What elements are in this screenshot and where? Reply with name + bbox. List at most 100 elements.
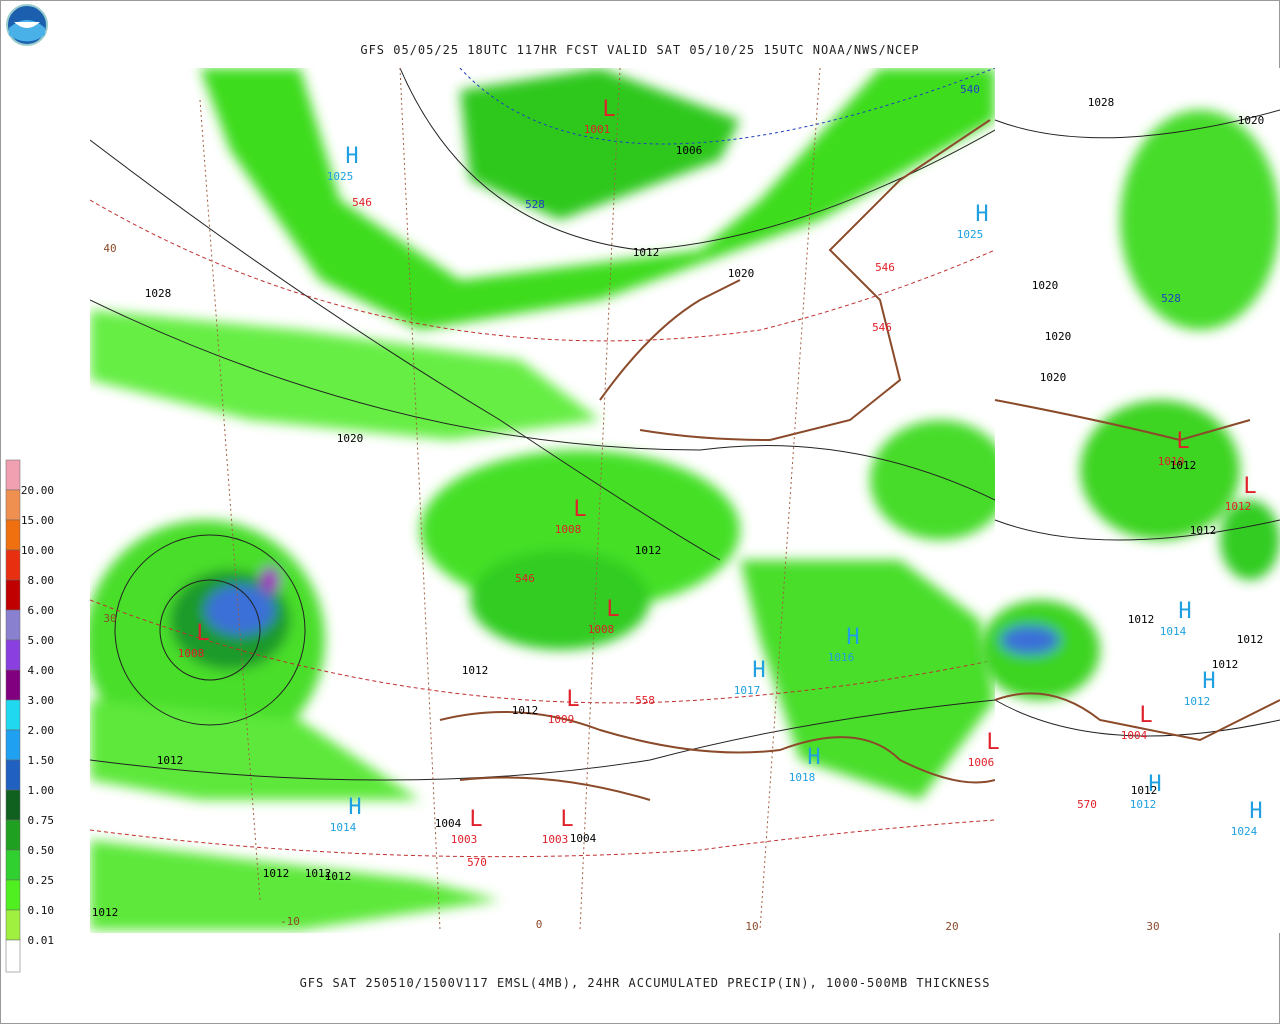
isobar-label: 1012: [263, 867, 290, 880]
map-lines: [90, 68, 995, 931]
pressure-value: 1008: [555, 523, 582, 536]
pressure-value: 1016: [828, 651, 855, 664]
thickness-label: 546: [872, 321, 892, 334]
isobar-label: 1012: [1237, 633, 1264, 646]
grid-label: 40: [103, 242, 116, 255]
isobar-label: 1028: [145, 287, 172, 300]
pressure-symbol: H: [1178, 599, 1191, 624]
legend-swatch: [5, 579, 21, 611]
legend-label: 0.25: [28, 874, 55, 887]
pressure-value: 1001: [584, 123, 611, 136]
pressure-value: 1008: [588, 623, 615, 636]
grid-label: 30: [1146, 920, 1159, 933]
legend-label: 2.00: [28, 724, 55, 737]
legend-label: 5.00: [28, 634, 55, 647]
isobar-label: 1020: [1040, 371, 1067, 384]
pressure-value: 1024: [1231, 825, 1258, 838]
legend-swatch: [5, 669, 21, 701]
legend-label: 0.10: [28, 904, 55, 917]
isobar-label: 1012: [325, 870, 352, 883]
legend-label: 0.50: [28, 844, 55, 857]
legend-swatch: [5, 609, 21, 641]
pressure-symbol: L: [602, 97, 615, 122]
pressure-value: 1009: [548, 713, 575, 726]
pressure-symbol: L: [986, 730, 999, 755]
grid-label: 20: [945, 920, 958, 933]
precip-legend: 20.00 15.00 10.00 8.00 6.00 5.00 4.00 3.00 2.00 1…: [5, 459, 55, 973]
pressure-symbol: H: [1249, 799, 1262, 824]
pressure-value: 1003: [542, 833, 569, 846]
isobar-label: 1006: [676, 144, 703, 157]
isobar-label: 1012: [462, 664, 489, 677]
isobar-label: 1020: [728, 267, 755, 280]
pressure-symbol: H: [807, 745, 820, 770]
isobar-label: 1028: [1088, 96, 1115, 109]
thickness-label: 570: [1077, 798, 1097, 811]
pressure-symbol: H: [846, 625, 859, 650]
pressure-value: 1012: [1184, 695, 1211, 708]
pressure-value: 1012: [1130, 798, 1157, 811]
legend-label: 4.00: [28, 664, 55, 677]
pressure-symbol: L: [566, 687, 579, 712]
legend-label: 6.00: [28, 604, 55, 617]
thickness-label: 528: [525, 198, 545, 211]
isobar-label: 1012: [1212, 658, 1239, 671]
legend-swatch: [5, 729, 21, 761]
grid-label: 30: [103, 612, 116, 625]
isobar-label: 1020: [1238, 114, 1265, 127]
pressure-value: 1025: [957, 228, 984, 241]
isobar-label: 1012: [1190, 524, 1217, 537]
legend-swatch: [5, 789, 21, 821]
pressure-symbol: L: [573, 497, 586, 522]
grid-label: 0: [536, 918, 543, 931]
pressure-symbol: H: [345, 144, 358, 169]
isobar-label: 1012: [1170, 459, 1197, 472]
thickness-label: 528: [1161, 292, 1181, 305]
noaa-logo: [6, 4, 48, 46]
legend-label: 0.75: [28, 814, 55, 827]
isobar-label: 1012: [1128, 613, 1155, 626]
legend-label: 0.01: [28, 934, 55, 947]
legend-swatch: [5, 939, 21, 973]
legend-swatch: [5, 549, 21, 581]
thickness-label: 558: [635, 694, 655, 707]
pressure-value: 1008: [178, 647, 205, 660]
legend-swatch: [5, 759, 21, 791]
isobar-label: 1012: [512, 704, 539, 717]
map-east-shading: [980, 68, 1280, 933]
isobar-label: 1012: [157, 754, 184, 767]
pressure-value: 1006: [968, 756, 995, 769]
legend-swatch: [5, 489, 21, 521]
legend-swatch: [5, 519, 21, 551]
legend-label: 3.00: [28, 694, 55, 707]
legend-label: 20.00: [21, 484, 54, 497]
thickness-label: 546: [515, 572, 535, 585]
pressure-symbol: H: [752, 658, 765, 683]
isobar-label: 1004: [435, 817, 462, 830]
map-area: [90, 68, 995, 933]
pressure-value: 1012: [1225, 500, 1252, 513]
legend-swatch: [5, 699, 21, 731]
legend-swatch: [5, 909, 21, 941]
pressure-symbol: L: [1139, 703, 1152, 728]
legend-label: 10.00: [21, 544, 54, 557]
thickness-label: 570: [467, 856, 487, 869]
thickness-label: 540: [960, 83, 980, 96]
legend-swatch: [5, 459, 21, 491]
pressure-symbol: H: [348, 795, 361, 820]
isobar-label: 1020: [1032, 279, 1059, 292]
pressure-value: 1014: [330, 821, 357, 834]
pressure-symbol: H: [1202, 669, 1215, 694]
legend-label: 15.00: [21, 514, 54, 527]
pressure-symbol: H: [1148, 772, 1161, 797]
pressure-symbol: L: [1176, 429, 1189, 454]
pressure-value: 1010: [1158, 455, 1185, 468]
pressure-symbol: L: [469, 807, 482, 832]
pressure-symbol: L: [606, 597, 619, 622]
legend-label: 1.00: [28, 784, 55, 797]
isobar-label: 1012: [633, 246, 660, 259]
map-title: GFS 05/05/25 18UTC 117HR FCST VALID SAT …: [360, 43, 919, 57]
pressure-value: 1017: [734, 684, 761, 697]
map-caption: GFS SAT 250510/1500V117 EMSL(4MB), 24HR …: [300, 976, 991, 990]
pressure-value: 1004: [1121, 729, 1148, 742]
